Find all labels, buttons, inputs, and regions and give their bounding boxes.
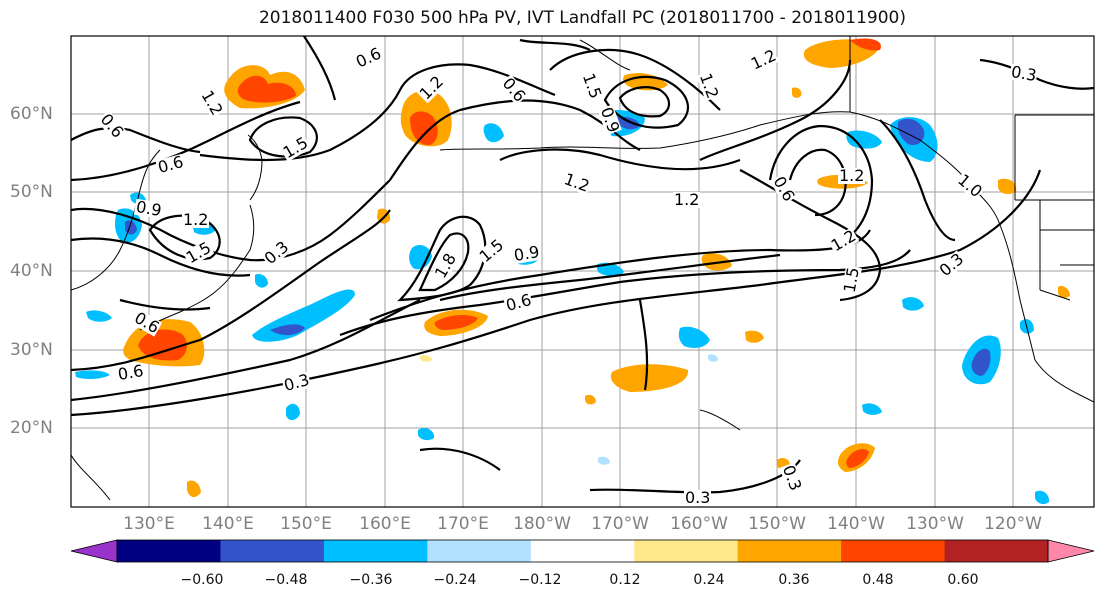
- lon-label: 130°E: [123, 514, 175, 534]
- lon-label: 120°W: [984, 514, 1042, 534]
- map-title: 2018011400 F030 500 hPa PV, IVT Landfall…: [258, 8, 906, 28]
- colorbar-tick: −0.12: [518, 572, 562, 588]
- lon-label: 160°E: [359, 514, 411, 534]
- colorbar-tick: 0.36: [778, 572, 810, 588]
- colorbar-tick: 0.24: [693, 572, 725, 588]
- lon-label: 160°W: [670, 514, 728, 534]
- lon-label: 180°W: [513, 514, 571, 534]
- colorbar-tick: 0.60: [947, 572, 979, 588]
- lat-label: 60°N: [10, 104, 53, 124]
- lat-label: 40°N: [10, 261, 53, 281]
- contour-label: 1.2: [838, 166, 866, 185]
- coastlines: [71, 36, 1094, 501]
- contour-label: 0.6: [115, 360, 146, 385]
- lat-label: 30°N: [10, 340, 53, 360]
- lon-label: 140°E: [202, 514, 254, 534]
- lon-label: 140°W: [827, 514, 885, 534]
- lon-label: 150°E: [280, 514, 332, 534]
- contour-label: 0.3: [684, 488, 712, 507]
- contour-label: 0.9: [511, 241, 542, 266]
- lat-label: 20°N: [10, 418, 53, 438]
- colorbar-tick: −0.36: [349, 572, 393, 588]
- lon-label: 170°W: [591, 514, 649, 534]
- colorbar-tick: −0.60: [180, 572, 224, 588]
- lon-label: 150°W: [748, 514, 806, 534]
- contour-label: 0.3: [1008, 61, 1039, 86]
- lon-label: 130°W: [906, 514, 964, 534]
- colorbar-tick: −0.24: [433, 572, 477, 588]
- colorbar-tick: −0.48: [264, 572, 308, 588]
- contour-label: 1.2: [182, 210, 210, 229]
- lat-label: 50°N: [10, 182, 53, 202]
- lon-label: 170°E: [437, 514, 489, 534]
- contour-label: 0.9: [133, 196, 164, 221]
- contour-label: 1.2: [673, 190, 701, 209]
- colorbar-tick: 0.48: [862, 572, 894, 588]
- colorbar-tick: 0.12: [609, 572, 641, 588]
- map-border: [70, 35, 1095, 508]
- contour-label: 1.5: [839, 265, 863, 295]
